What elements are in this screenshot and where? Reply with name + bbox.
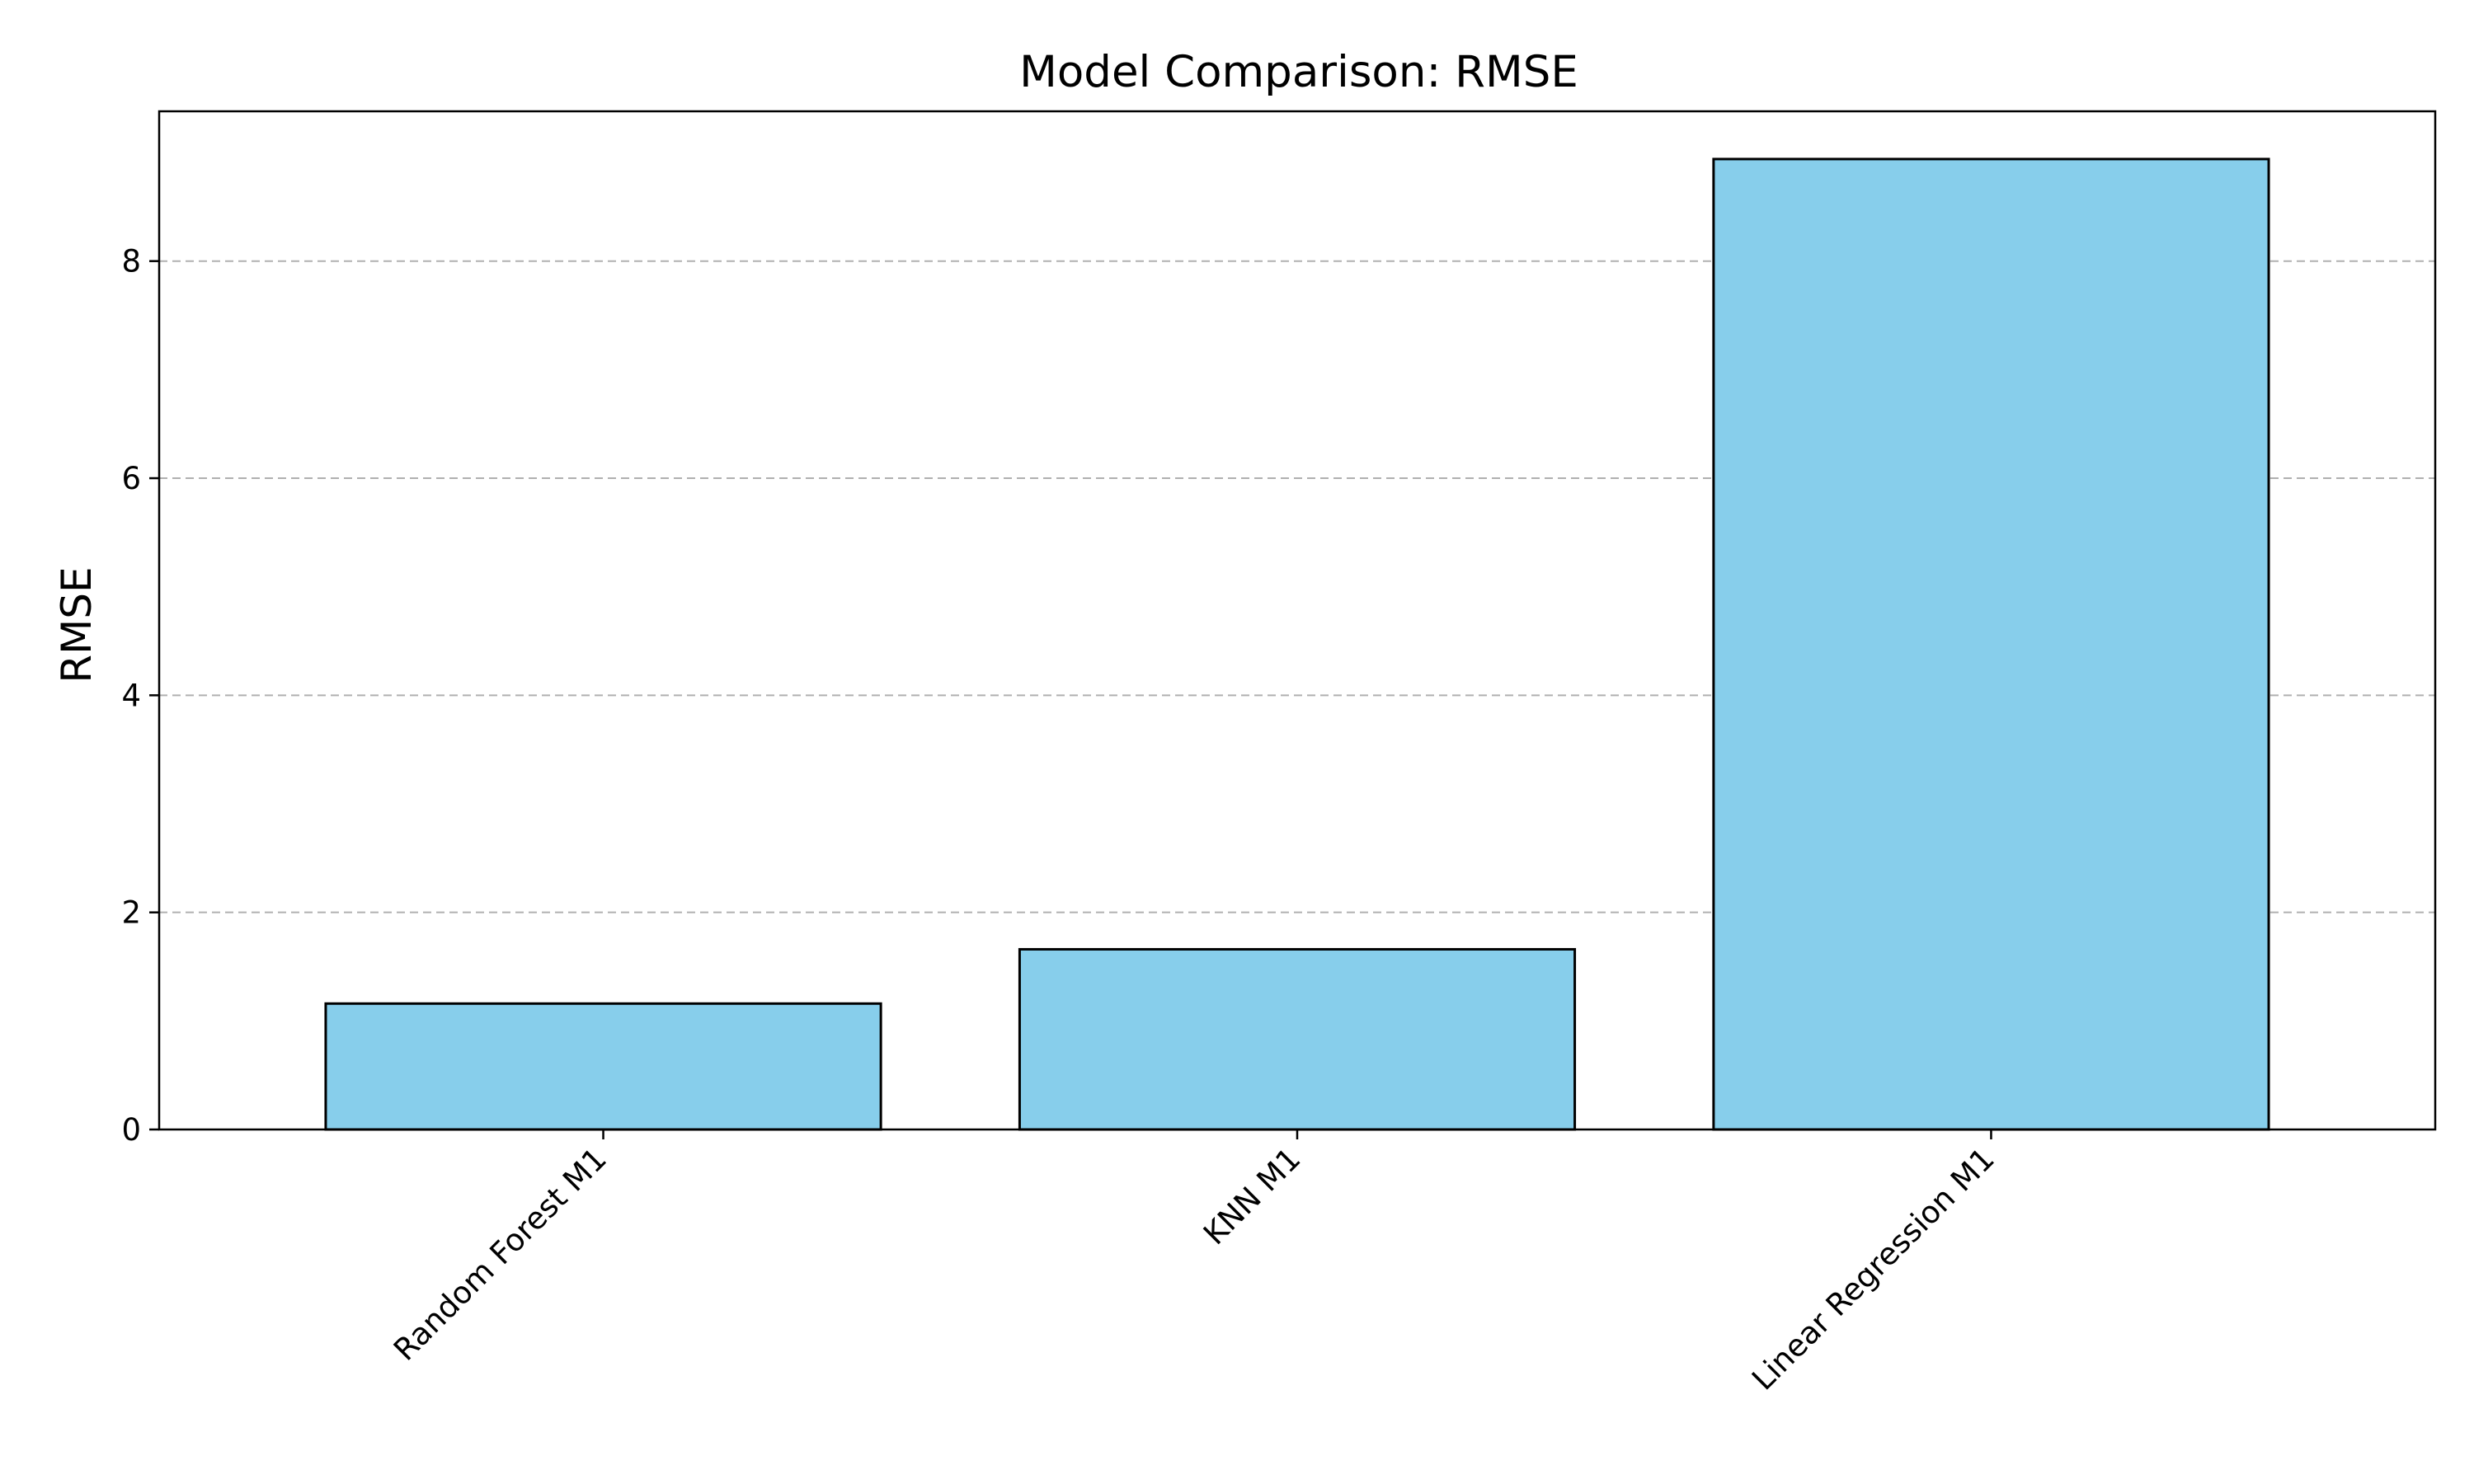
y-tick-label: 4 — [121, 678, 141, 713]
x-axis-ticks: Random Forest M1 KNN M1 Linear Regression … — [387, 1129, 2001, 1397]
gridlines — [159, 260, 2435, 913]
y-tick-label: 0 — [121, 1112, 141, 1148]
y-axis-ticks: 0 2 4 6 8 — [121, 244, 159, 1148]
x-tick-label: KNN M1 — [1197, 1141, 1307, 1252]
x-tick-label: Random Forest M1 — [387, 1141, 614, 1368]
bar — [1018, 947, 1577, 1131]
bar — [1712, 157, 2270, 1131]
bar — [324, 1002, 882, 1131]
chart-title: Model Comparison: RMSE — [1019, 47, 1578, 97]
y-tick-label: 2 — [121, 895, 141, 931]
y-tick-label: 8 — [121, 244, 141, 279]
y-axis-label: RMSE — [53, 566, 101, 683]
y-tick-label: 6 — [121, 461, 141, 496]
x-tick-label: Linear Regression M1 — [1745, 1141, 2001, 1397]
bars — [324, 157, 2270, 1131]
